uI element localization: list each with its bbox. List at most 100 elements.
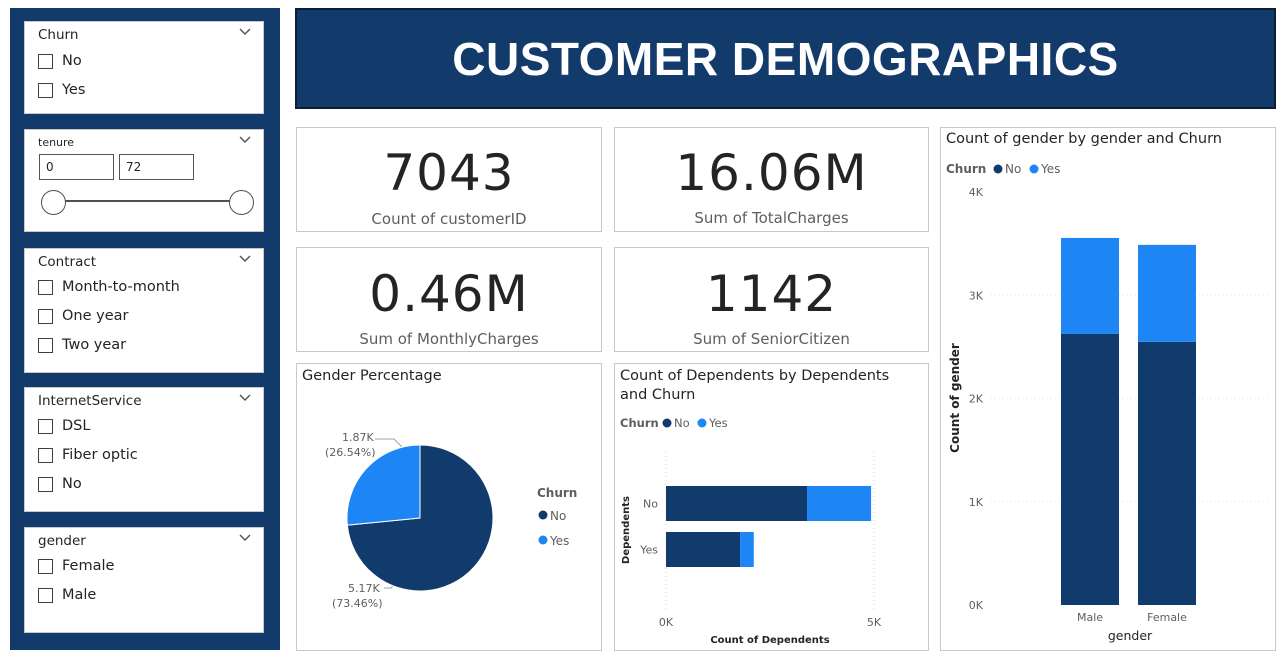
x-axis-title: gender [1108, 628, 1153, 643]
checkbox[interactable] [38, 558, 53, 574]
tenure-slider-track[interactable] [53, 200, 243, 202]
contract-option-month-to-month[interactable]: Month-to-month [38, 277, 180, 297]
contract-option-two-year[interactable]: Two year [38, 335, 126, 355]
bar-no-no[interactable] [666, 486, 808, 521]
legend-marker-no [993, 164, 1003, 174]
checkbox[interactable] [38, 447, 53, 463]
y-axis-title: Dependents [621, 496, 632, 564]
gender-option-female[interactable]: Female [38, 556, 114, 576]
kpi-value: 16.06M [675, 144, 868, 202]
chevron-down-icon[interactable] [238, 392, 252, 404]
pie-leader-line [375, 438, 404, 449]
gender-column-chart: Churn No Yes Count of gender gender 0K 1K… [946, 162, 1271, 643]
y-tick-label: 1K [969, 496, 984, 509]
tenure-slider-max-handle[interactable] [229, 190, 254, 215]
bar-yes-no[interactable] [666, 532, 741, 567]
legend-marker-no [662, 418, 672, 428]
column-female-no[interactable] [1138, 341, 1196, 605]
kpi-card-total-charges[interactable]: 16.06M Sum of TotalCharges [614, 127, 929, 232]
page-title: CUSTOMER DEMOGRAPHICS [452, 32, 1119, 85]
legend-label-no: No [674, 416, 690, 430]
legend-marker-yes [1029, 164, 1039, 174]
x-tick-label: Male [1077, 611, 1103, 624]
churn-slicer-title: Churn [38, 27, 79, 43]
bar-yes-yes[interactable] [740, 532, 754, 567]
checkbox[interactable] [38, 337, 53, 353]
y-axis-title: Count of gender [948, 343, 962, 453]
y-tick-label: 4K [969, 186, 984, 199]
contract-slicer: Contract Month-to-month One year Two yea… [24, 248, 264, 373]
x-tick-label: 5K [867, 616, 882, 629]
checkbox[interactable] [38, 476, 53, 492]
y-tick-label: No [643, 498, 658, 511]
tenure-max-input[interactable]: 72 [119, 154, 194, 180]
kpi-card-senior-citizen[interactable]: 1142 Sum of SeniorCitizen [614, 247, 929, 352]
chevron-down-icon[interactable] [238, 26, 252, 38]
legend-marker-no [538, 510, 548, 520]
filter-panel: Churn No Yes tenure 0 72 Contract Month-… [10, 8, 280, 650]
chart-title-line-2: and Churn [620, 387, 696, 403]
kpi-label: Count of customerID [371, 210, 527, 228]
pie-chart: 1.87K (26.54%) 5.17K (73.46%) Churn No Y… [325, 431, 577, 610]
chart-title: Count of gender by gender and Churn [946, 131, 1222, 147]
kpi-label: Sum of MonthlyCharges [359, 330, 539, 348]
internet-option-dsl[interactable]: DSL [38, 416, 90, 436]
legend-label-yes: Yes [549, 534, 569, 548]
y-tick-label: Yes [639, 544, 658, 557]
kpi-card-customer-count[interactable]: 7043 Count of customerID [296, 127, 602, 232]
gender-slicer-title: gender [38, 533, 86, 549]
bar-no-yes[interactable] [807, 486, 872, 521]
legend-title: Churn [537, 486, 577, 500]
internet-service-slicer: InternetService DSL Fiber optic No [24, 387, 264, 512]
legend-marker-yes [538, 535, 548, 545]
dependents-chart[interactable]: Count of Dependents by Dependents and Ch… [614, 363, 929, 651]
column-male-yes[interactable] [1061, 237, 1119, 334]
chevron-down-icon[interactable] [238, 532, 252, 544]
pie-label-yes-pct: (26.54%) [325, 446, 376, 459]
y-tick-label: 2K [969, 393, 984, 406]
checkbox[interactable] [38, 53, 53, 69]
tenure-min-input[interactable]: 0 [39, 154, 114, 180]
internet-service-slicer-title: InternetService [38, 393, 142, 409]
pie-label-no-value: 5.17K [348, 582, 380, 595]
tenure-slicer-title: tenure [38, 136, 75, 149]
y-tick-label: 0K [969, 599, 984, 612]
checkbox[interactable] [38, 279, 53, 295]
internet-option-no[interactable]: No [38, 474, 82, 494]
kpi-card-monthly-charges[interactable]: 0.46M Sum of MonthlyCharges [296, 247, 602, 352]
column-male-no[interactable] [1061, 333, 1119, 605]
checkbox[interactable] [38, 82, 53, 98]
column-female-yes[interactable] [1138, 244, 1196, 342]
pie-slice-yes[interactable] [346, 444, 421, 526]
legend-label-yes: Yes [1040, 162, 1060, 176]
legend-label-no: No [1005, 162, 1021, 176]
gender-option-male[interactable]: Male [38, 585, 96, 605]
checkbox[interactable] [38, 308, 53, 324]
y-tick-label: 3K [969, 289, 984, 302]
chevron-down-icon[interactable] [238, 134, 252, 146]
kpi-value: 0.46M [369, 265, 529, 323]
kpi-value: 7043 [383, 144, 515, 202]
tenure-slider-min-handle[interactable] [41, 190, 66, 215]
contract-slicer-title: Contract [38, 254, 97, 270]
chevron-down-icon[interactable] [238, 253, 252, 265]
internet-option-fiber-optic[interactable]: Fiber optic [38, 445, 138, 465]
gender-slicer: gender Female Male [24, 527, 264, 633]
kpi-label: Sum of SeniorCitizen [693, 330, 850, 348]
dependents-bar-chart: Churn No Yes Dependents 0K 5K Count of D… [620, 416, 882, 646]
dashboard-header: CUSTOMER DEMOGRAPHICS [295, 8, 1276, 109]
pie-label-yes-value: 1.87K [342, 431, 374, 444]
churn-slicer: Churn No Yes [24, 21, 264, 114]
x-tick-label: 0K [659, 616, 674, 629]
contract-option-one-year[interactable]: One year [38, 306, 128, 326]
churn-option-no[interactable]: No [38, 51, 82, 71]
legend-marker-yes [697, 418, 707, 428]
kpi-label: Sum of TotalCharges [694, 209, 849, 227]
churn-option-yes[interactable]: Yes [38, 80, 85, 100]
pie-label-no-pct: (73.46%) [332, 597, 383, 610]
gender-churn-chart[interactable]: Count of gender by gender and Churn Chur… [940, 127, 1276, 651]
gender-percentage-chart[interactable]: Gender Percentage 1.87K (26.54%) 5.17K (… [296, 363, 602, 651]
checkbox[interactable] [38, 418, 53, 434]
checkbox[interactable] [38, 587, 53, 603]
legend-title: Churn [946, 162, 986, 176]
